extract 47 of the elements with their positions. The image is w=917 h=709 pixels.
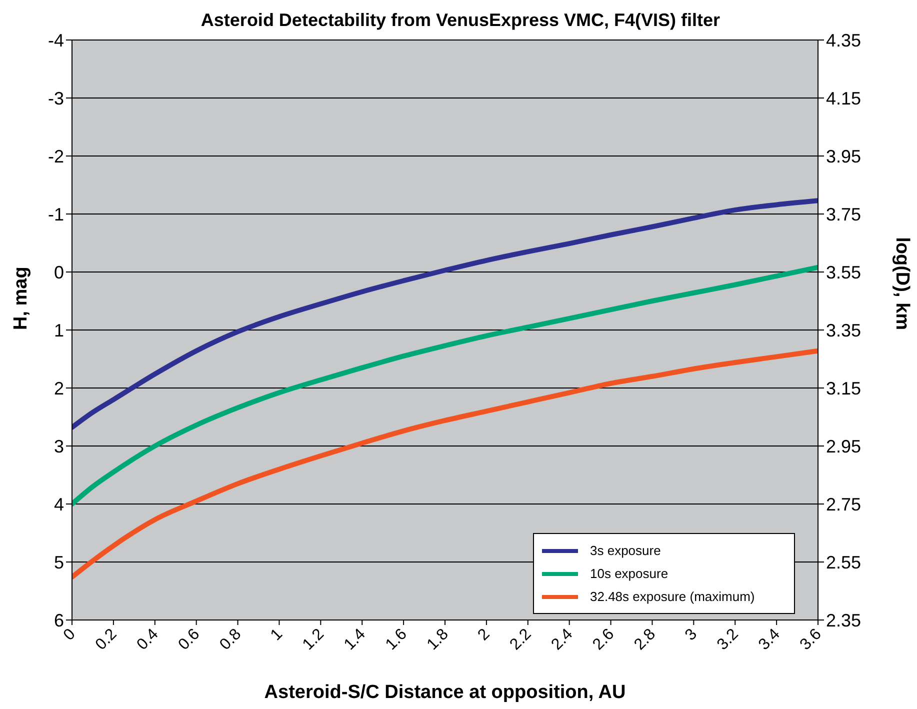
y-axis-title: H, mag	[10, 266, 32, 330]
y-tick-label: 0	[54, 262, 64, 282]
y2-tick-label: 2.95	[826, 436, 862, 456]
x-tick-label: 3.6	[797, 626, 825, 654]
y-tick-label: -2	[48, 146, 64, 166]
legend-label: 3s exposure	[590, 543, 661, 558]
y2-tick-label: 2.75	[826, 494, 862, 514]
x-tick-label: 2.2	[506, 626, 535, 654]
x-tick-label: 0.4	[134, 626, 162, 654]
x-tick-label: 0.6	[175, 626, 204, 654]
x-tick-label: 1.2	[300, 626, 328, 654]
chart-title: Asteroid Detectability from VenusExpress VMC, F4(VIS) filter	[200, 10, 722, 31]
x-tick-label: 0.2	[92, 626, 120, 654]
x-tick-label: 1.6	[382, 626, 410, 654]
y-tick-label: -4	[48, 30, 64, 50]
y2-axis-title: log(D), km	[891, 237, 912, 330]
x-tick-label: 2.6	[590, 626, 618, 654]
x-tick-label: 3.4	[756, 626, 784, 654]
y-tick-label: 5	[54, 552, 64, 572]
y2-tick-label: 3.35	[826, 320, 862, 340]
y2-tick-label: 2.55	[826, 552, 862, 572]
y-tick-label: 3	[54, 436, 64, 456]
x-tick-label: 1.8	[424, 626, 452, 654]
x-tick-label: 3	[682, 626, 701, 644]
y-tick-label: 4	[54, 494, 64, 514]
y-tick-label: -3	[48, 88, 64, 108]
y2-tick-label: 4.15	[826, 88, 862, 108]
y-tick-label: -1	[48, 204, 64, 224]
y-tick-label: 1	[54, 320, 64, 340]
x-tick-label: 2	[474, 626, 494, 644]
x-tick-label: 2.8	[631, 626, 660, 654]
y-tick-label: 2	[54, 378, 64, 398]
y2-tick-label: 3.75	[826, 204, 862, 224]
x-tick-label: 2.4	[548, 626, 576, 654]
x-tick-label: 1.4	[341, 626, 370, 654]
legend-label: 32.48s exposure (maximum)	[590, 589, 755, 604]
x-tick-label: 1	[268, 626, 286, 644]
y2-tick-label: 3.15	[826, 378, 862, 398]
y2-tick-label: 4.35	[826, 30, 862, 50]
y-tick-label: 6	[54, 610, 64, 630]
y2-tick-label: 3.95	[826, 146, 862, 166]
y2-tick-label: 2.35	[826, 610, 862, 630]
x-axis-title: Asteroid-S/C Distance at opposition, AU	[264, 682, 626, 703]
x-tick-label: 3.2	[714, 626, 742, 654]
x-tick-label: 0.8	[216, 626, 245, 654]
legend-label: 10s exposure	[590, 566, 668, 581]
y2-tick-label: 3.55	[826, 262, 862, 282]
